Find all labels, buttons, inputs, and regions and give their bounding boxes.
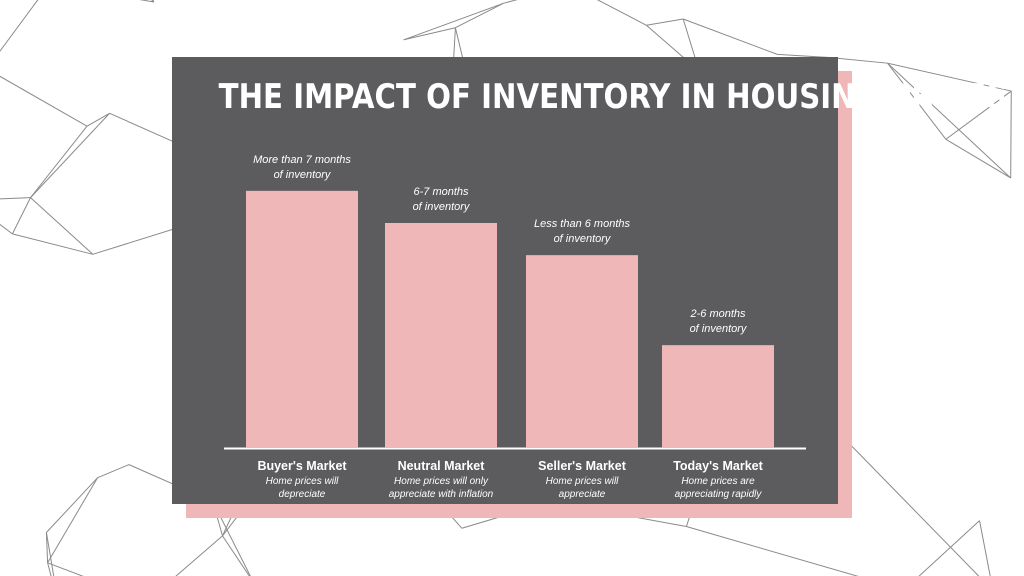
category-tick-label: Today's Market — [673, 459, 763, 473]
bar-inventory-label: 2-6 months of inventory — [689, 308, 747, 336]
background-line — [139, 0, 154, 3]
background-line — [45, 532, 49, 563]
background-line — [403, 27, 456, 41]
chart-card: THE IMPACT OF INVENTORY IN HOUSING PRICE… — [172, 57, 1008, 504]
category-description: Home prices will appreciate — [545, 476, 619, 500]
bar-chart — [224, 190, 806, 450]
background-line — [97, 464, 130, 479]
chart-title: THE IMPACT OF INVENTORY IN HOUSING PRICE… — [218, 77, 1008, 117]
background-line — [686, 526, 859, 576]
background-line — [777, 53, 830, 58]
background-line — [30, 112, 110, 198]
background-line — [683, 18, 778, 55]
background-line — [403, 2, 504, 41]
category-tick-label: Buyer's Market — [257, 459, 347, 473]
background-line — [0, 223, 13, 235]
bar-inventory-label: More than 7 months of inventory — [253, 153, 351, 181]
background-line — [30, 197, 94, 255]
category-tick-label: Neutral Market — [397, 459, 485, 473]
background-line — [0, 75, 88, 127]
background-line — [11, 197, 31, 235]
background-line — [979, 520, 991, 576]
background-line — [945, 138, 1011, 179]
background-line — [47, 562, 84, 576]
background-line — [887, 62, 947, 140]
background-line — [596, 0, 647, 26]
background-line — [887, 62, 1012, 92]
bar — [246, 190, 358, 448]
category-description: Home prices are appreciating rapidly — [674, 476, 762, 500]
background-line — [30, 125, 88, 198]
bar-inventory-label: Less than 6 months of inventory — [533, 218, 630, 246]
background-line — [12, 233, 93, 255]
background-line — [1010, 91, 1012, 178]
background-line — [46, 477, 98, 533]
background-line — [945, 90, 1012, 140]
background-line — [0, 0, 39, 52]
background-line — [47, 562, 52, 576]
background-line — [503, 0, 518, 4]
background-line — [455, 2, 504, 29]
background-line — [887, 62, 1012, 179]
background-line — [918, 520, 980, 576]
background-line — [646, 18, 684, 26]
category-description: Home prices will only appreciate with in… — [388, 476, 494, 500]
background-line — [151, 0, 155, 3]
bar — [385, 223, 497, 448]
background-line — [175, 535, 223, 576]
background-line — [222, 535, 250, 576]
background-line — [0, 197, 31, 200]
background-line — [47, 477, 99, 564]
background-line — [45, 532, 55, 576]
bar-inventory-label: 6-7 months of inventory — [412, 186, 470, 213]
bar — [526, 255, 638, 448]
bar — [662, 345, 774, 448]
background-line — [829, 56, 888, 64]
background-line — [86, 112, 110, 127]
category-description: Home prices will depreciate — [265, 476, 339, 500]
category-tick-label: Seller's Market — [538, 459, 626, 473]
